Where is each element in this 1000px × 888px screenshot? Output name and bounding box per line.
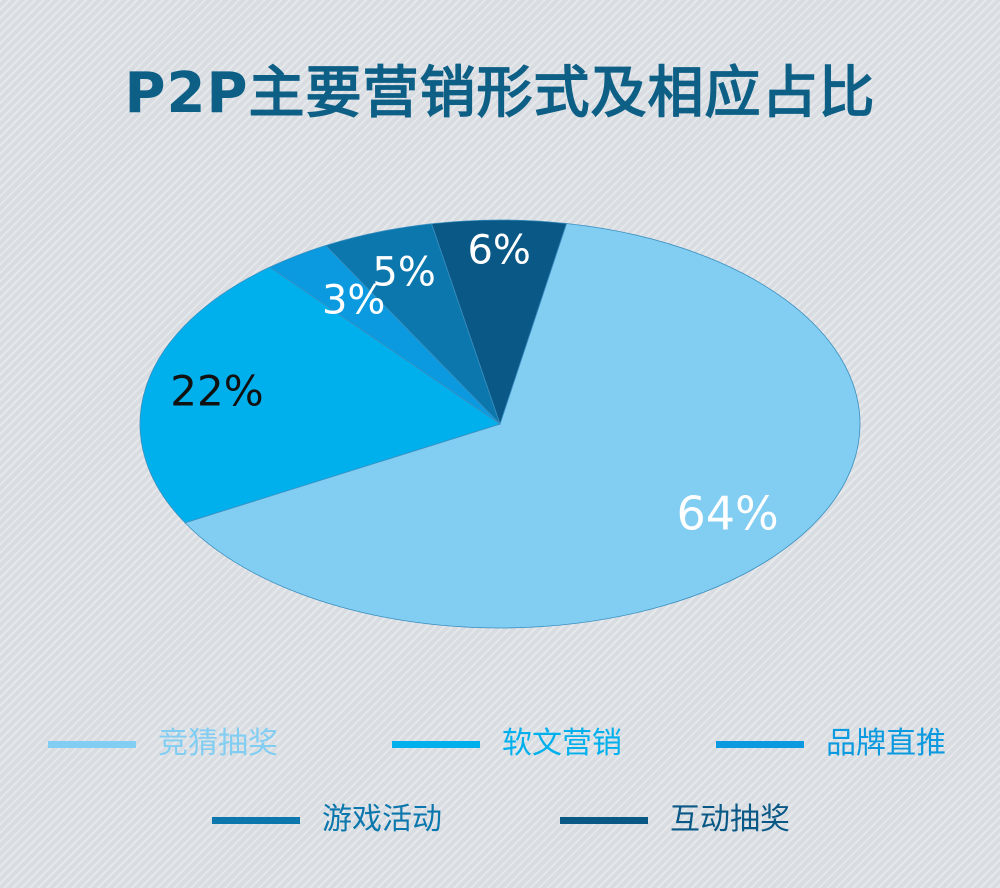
slice-jingcai-choujiang xyxy=(184,223,861,629)
chart-title: P2P主要营销形式及相应占比 xyxy=(124,61,876,126)
data-label: 64% xyxy=(676,487,778,541)
legend-swatch xyxy=(48,741,136,748)
legend-swatch xyxy=(716,741,804,748)
legend-label: 游戏活动 xyxy=(322,802,442,837)
legend-swatch xyxy=(392,741,480,748)
pie-slices xyxy=(139,219,861,629)
slice-ruanwen-yingxiao xyxy=(139,266,501,524)
legend-label: 互动抽奖 xyxy=(670,802,790,837)
legend-label: 软文营销 xyxy=(502,726,622,761)
data-label: 22% xyxy=(170,366,263,415)
legend-label: 品牌直推 xyxy=(826,726,946,761)
legend-swatch xyxy=(560,817,648,824)
data-label: 6% xyxy=(467,228,530,274)
legend-label: 竞猜抽奖 xyxy=(158,726,278,761)
data-label: 3% xyxy=(322,278,385,324)
data-label: 5% xyxy=(372,249,435,295)
pie-data-labels: 64% 22% 3%5% 6% xyxy=(170,228,778,541)
legend-swatch xyxy=(212,817,300,824)
slice-hudong-choujiang xyxy=(431,219,568,426)
